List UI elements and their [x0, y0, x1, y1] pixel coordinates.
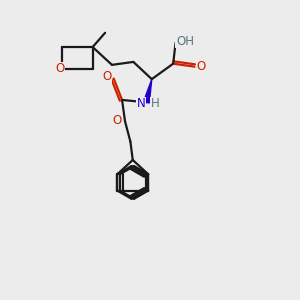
Text: N: N — [137, 97, 146, 110]
Text: O: O — [56, 62, 65, 75]
Polygon shape — [143, 79, 152, 103]
Text: O: O — [103, 70, 112, 83]
Text: H: H — [151, 97, 160, 110]
Text: O: O — [112, 114, 121, 127]
Text: O: O — [196, 60, 206, 73]
Text: OH: OH — [176, 35, 194, 48]
